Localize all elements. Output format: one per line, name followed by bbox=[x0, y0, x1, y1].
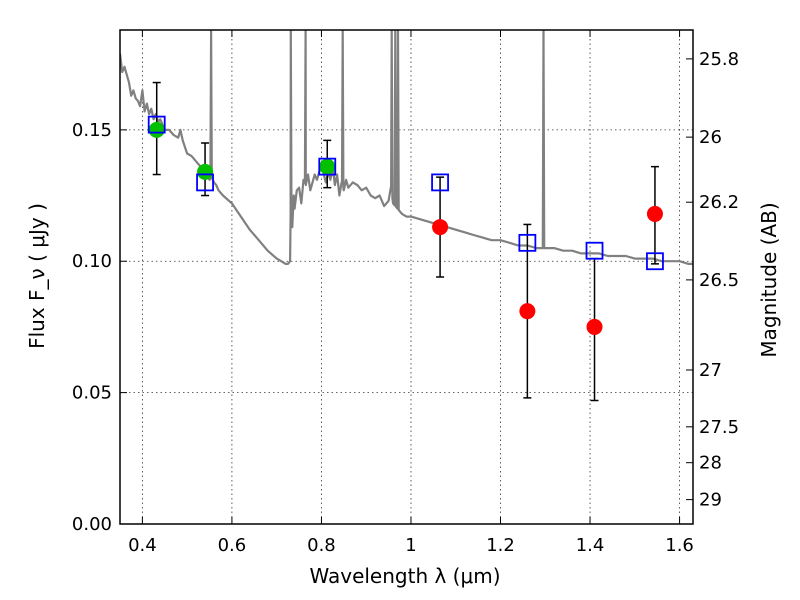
x-tick-label: 1.4 bbox=[576, 535, 605, 556]
right-tick-label: 27.5 bbox=[699, 417, 739, 438]
x-tick-label: 0.6 bbox=[218, 535, 247, 556]
right-tick-label: 26 bbox=[699, 127, 722, 148]
right-axis-title: Magnitude (AB) bbox=[757, 202, 781, 357]
right-tick-label: 29 bbox=[699, 490, 722, 511]
y-tick-label: 0.05 bbox=[72, 383, 112, 404]
x-axis-title: Wavelength λ (μm) bbox=[309, 564, 500, 588]
tick-labels: 0.4 0.6 0.8 1 1.2 1.4 1.6 0.00 0.05 0.10 0.15 25.8 2… bbox=[72, 49, 739, 556]
x-tick-label: 0.8 bbox=[307, 535, 336, 556]
data-point bbox=[319, 158, 336, 175]
grid-lines bbox=[120, 30, 693, 525]
right-tick-label: 26.2 bbox=[699, 192, 739, 213]
data-point bbox=[148, 121, 165, 138]
axis-ticks bbox=[120, 30, 693, 525]
data-point bbox=[432, 219, 449, 236]
data-point bbox=[586, 318, 603, 335]
data-point bbox=[197, 163, 214, 180]
y-axis-title: Flux F_ν ( μJy ) bbox=[25, 203, 49, 349]
model-point bbox=[518, 233, 537, 252]
x-tick-label: 1.2 bbox=[486, 535, 515, 556]
right-tick-label: 25.8 bbox=[699, 49, 739, 70]
x-tick-label: 1.6 bbox=[665, 535, 694, 556]
y-tick-label: 0.10 bbox=[72, 251, 112, 272]
right-tick-label: 27 bbox=[699, 360, 722, 381]
model-point bbox=[431, 173, 449, 192]
model-point bbox=[196, 173, 214, 192]
model-point bbox=[646, 252, 664, 271]
model-point bbox=[318, 157, 337, 176]
data-point bbox=[646, 205, 663, 222]
x-tick-label: 0.4 bbox=[128, 535, 157, 556]
data-markers bbox=[147, 115, 664, 335]
right-tick-label: 28 bbox=[699, 453, 722, 474]
x-tick-label: 1 bbox=[405, 535, 416, 556]
model-point bbox=[147, 115, 166, 134]
template-spectrum bbox=[120, 30, 693, 265]
model-point bbox=[585, 241, 604, 260]
spectrum-line bbox=[120, 30, 693, 265]
plot-frame bbox=[119, 29, 694, 525]
y-tick-label: 0.00 bbox=[72, 514, 112, 535]
right-tick-label: 26.5 bbox=[699, 270, 739, 291]
y-tick-label: 0.15 bbox=[72, 120, 112, 141]
data-point bbox=[519, 303, 536, 320]
